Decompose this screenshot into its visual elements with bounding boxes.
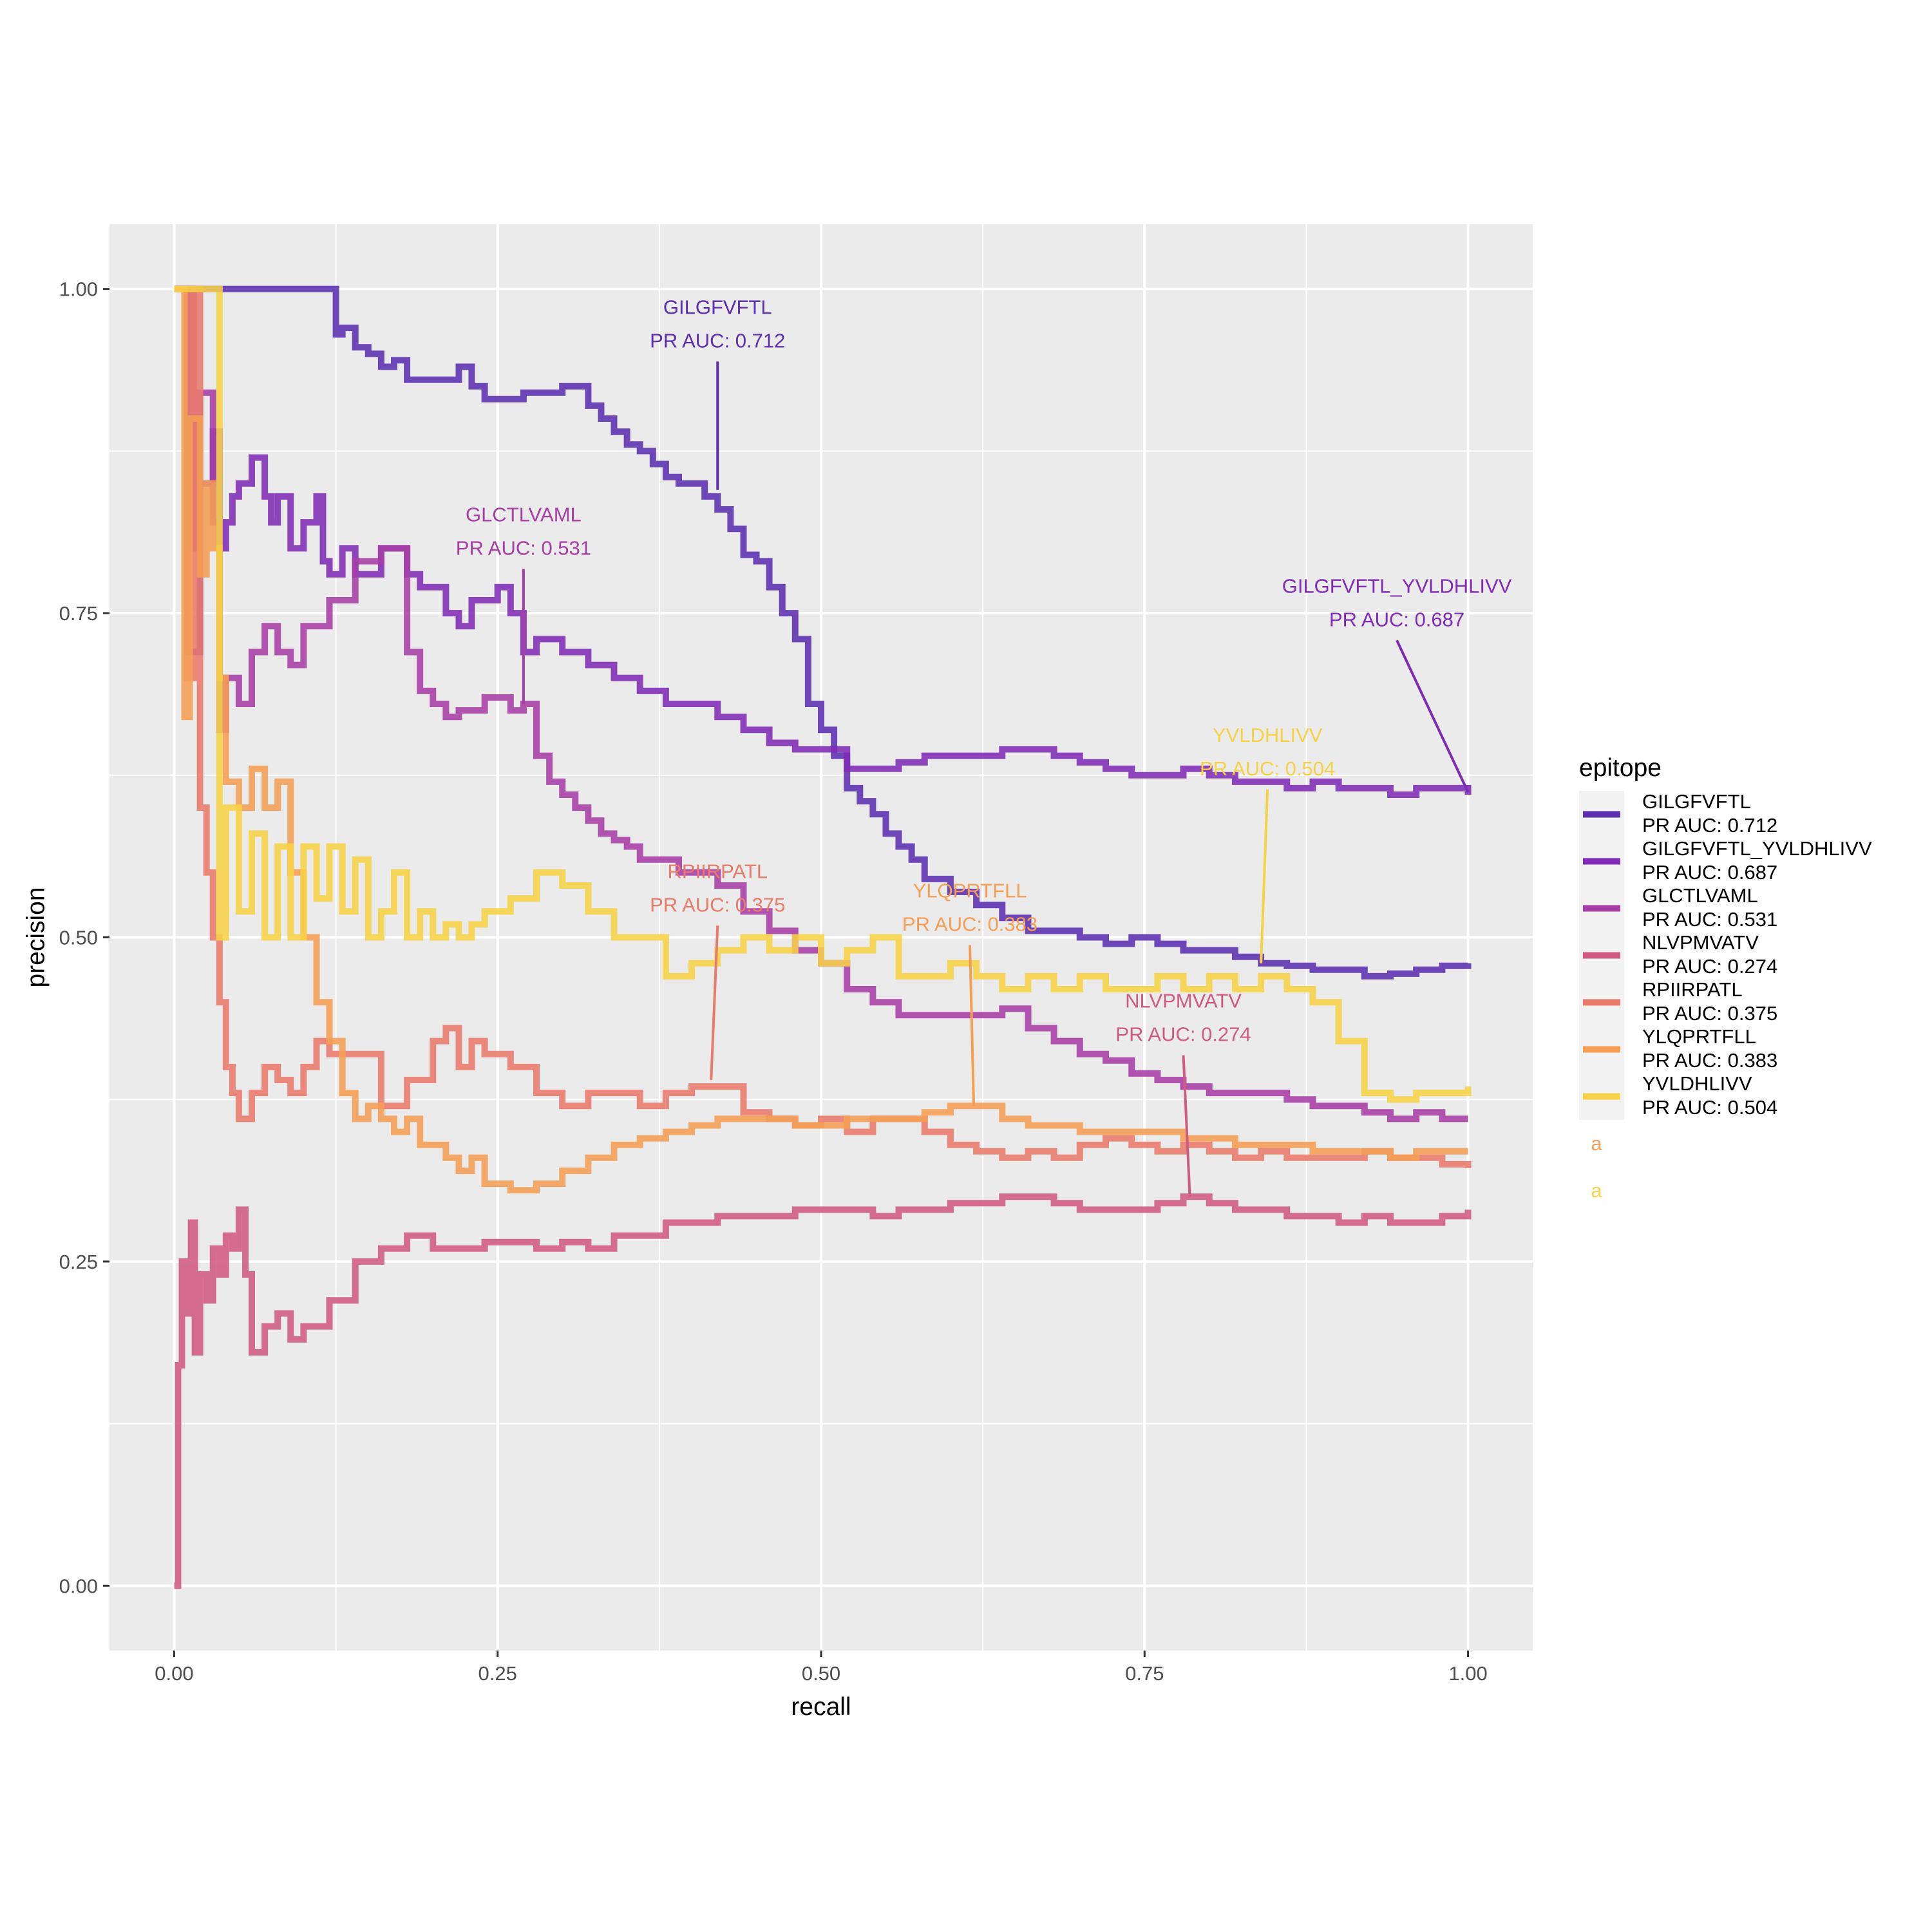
legend-title: epitope (1579, 754, 1662, 782)
legend-label: PR AUC: 0.712 (1642, 814, 1777, 837)
x-axis-title: recall (791, 1693, 851, 1721)
annotation-label: YLQPRTFLL (913, 880, 1027, 902)
annotation-label: PR AUC: 0.712 (650, 329, 785, 352)
y-tick-label: 0.25 (59, 1251, 98, 1273)
legend-extra-key-bg (1579, 1167, 1624, 1214)
x-tick-label: 0.25 (478, 1662, 517, 1685)
x-tick-label: 1.00 (1448, 1662, 1487, 1685)
x-axis: 0.00 0.25 0.50 0.75 1.00 (155, 1651, 1488, 1685)
legend-label: PR AUC: 0.504 (1642, 1096, 1777, 1119)
y-tick-label: 1.00 (59, 278, 98, 301)
annotation-label: PR AUC: 0.687 (1329, 608, 1464, 630)
legend-label: PR AUC: 0.383 (1642, 1049, 1777, 1072)
series-line-2 (174, 285, 1468, 1122)
legend-extra-key-bg (1579, 1120, 1624, 1167)
annotation-label: PR AUC: 0.383 (902, 913, 1037, 936)
legend-label: YLQPRTFLL (1642, 1025, 1756, 1048)
y-axis: 0.00 0.25 0.50 0.75 1.00 (59, 278, 109, 1597)
annotation-leader (969, 945, 976, 1106)
legend-label: GLCTLVAML (1642, 884, 1758, 907)
series-line-6 (174, 285, 1472, 1103)
legend-label: NLVPMVATV (1642, 931, 1759, 954)
annotation-label: PR AUC: 0.375 (650, 893, 785, 916)
legend-label: GILGFVFTL (1642, 790, 1751, 813)
annotation-label: PR AUC: 0.504 (1200, 757, 1335, 780)
annotation-label: YVLDHLIVV (1213, 724, 1323, 746)
annotation-label: NLVPMVATV (1125, 990, 1242, 1012)
legend-label: PR AUC: 0.274 (1642, 955, 1777, 978)
annotation-leader (1182, 1055, 1191, 1197)
y-tick-label: 0.75 (59, 602, 98, 625)
series-line-5 (174, 285, 1468, 1194)
annotation-label: GLCTLVAML (466, 504, 582, 526)
y-tick-label: 0.50 (59, 927, 98, 949)
series-line-3 (174, 1193, 1472, 1589)
annotation-label: GILGFVFTL (663, 296, 772, 318)
grid-lines (109, 224, 1533, 1651)
legend-label: GILGFVFTL_YVLDHLIVV (1642, 837, 1872, 860)
legend-label: PR AUC: 0.375 (1642, 1002, 1777, 1025)
legend-label: RPIIRPATL (1642, 978, 1743, 1001)
annotation-leader (710, 925, 719, 1081)
annotation-label: GILGFVFTL_YVLDHLIVV (1282, 574, 1512, 597)
x-tick-label: 0.50 (802, 1662, 840, 1685)
legend-label: PR AUC: 0.687 (1642, 861, 1777, 884)
annotation-leader (1396, 639, 1470, 793)
y-tick-label: 0.00 (59, 1575, 98, 1597)
series-line-4 (174, 285, 1472, 1168)
legend-label: PR AUC: 0.531 (1642, 908, 1777, 931)
legend-extra-key: a (1591, 1132, 1602, 1155)
x-tick-label: 0.75 (1125, 1662, 1164, 1685)
legend-extra-key: a (1591, 1179, 1602, 1202)
y-axis-title: precision (23, 887, 50, 987)
annotations: GILGFVFTL PR AUC: 0.712 GILGFVFTL_YVLDHLIV… (456, 296, 1512, 1197)
legend-label: YVLDHLIVV (1642, 1072, 1752, 1095)
series-line-1 (174, 285, 1472, 798)
series-lines (174, 285, 1472, 1589)
x-tick-label: 0.00 (155, 1662, 193, 1685)
annotation-label: PR AUC: 0.274 (1115, 1023, 1251, 1046)
series-line-0 (174, 285, 1472, 980)
annotation-leader (1260, 789, 1269, 963)
annotation-label: PR AUC: 0.531 (456, 537, 591, 560)
annotation-label: RPIIRPATL (667, 860, 768, 882)
